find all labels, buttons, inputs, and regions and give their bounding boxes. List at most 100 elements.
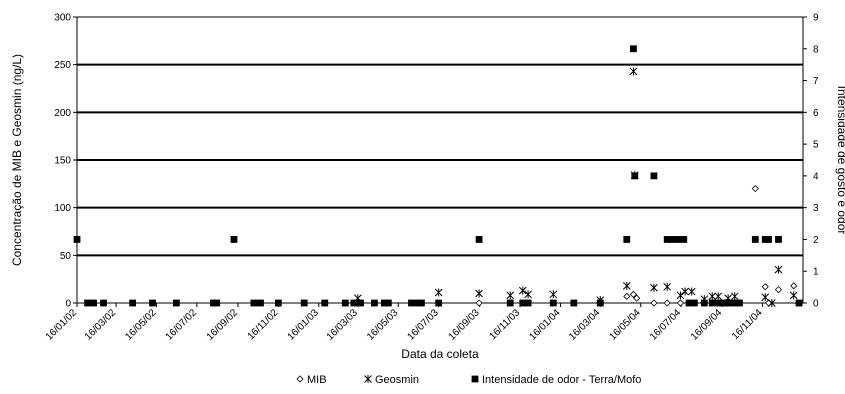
geosmin-point bbox=[663, 282, 672, 291]
odor-intensity-point bbox=[73, 236, 81, 243]
odor-intensity-point bbox=[630, 45, 637, 53]
odor-intensity-point bbox=[300, 299, 308, 307]
geosmin-point bbox=[714, 292, 723, 301]
odor-intensity-point bbox=[775, 236, 782, 243]
y-left-tick-label: 150 bbox=[54, 156, 71, 167]
odor-intensity-point bbox=[357, 299, 364, 307]
odor-intensity-point bbox=[524, 299, 532, 307]
mib-point bbox=[475, 299, 483, 307]
odor-intensity-point bbox=[751, 236, 759, 243]
odor-intensity-point bbox=[408, 299, 415, 307]
x-tick-label: 16/07/03 bbox=[405, 307, 441, 343]
y-right-tick-label: 8 bbox=[813, 44, 819, 55]
mib-point bbox=[761, 283, 769, 291]
geosmin-point bbox=[434, 288, 443, 297]
odor-intensity-point bbox=[100, 299, 107, 307]
x-tick-label: 16/09/02 bbox=[205, 307, 241, 343]
mib-point bbox=[633, 294, 641, 302]
x-tick-label: 16/07/02 bbox=[164, 307, 200, 343]
odor-intensity-point bbox=[90, 299, 97, 307]
odor-intensity-point bbox=[700, 299, 708, 307]
geosmin-point bbox=[761, 293, 770, 302]
odor-intensity-point bbox=[380, 299, 388, 307]
legend-marker bbox=[364, 375, 372, 383]
geosmin-point bbox=[708, 292, 717, 301]
geosmin-point bbox=[774, 265, 783, 274]
mib-point bbox=[676, 299, 685, 307]
odor-intensity-point bbox=[129, 299, 137, 307]
geosmin-point bbox=[687, 287, 696, 296]
odor-intensity-point bbox=[321, 299, 329, 307]
x-tick-label: 16/09/04 bbox=[689, 307, 725, 343]
x-tick-label: 16/11/03 bbox=[487, 307, 522, 342]
odor-intensity-point bbox=[257, 299, 264, 307]
odor-intensity-point bbox=[250, 299, 258, 307]
x-tick-label: 16/11/04 bbox=[730, 307, 765, 342]
mib-point bbox=[623, 292, 631, 300]
geosmin-point bbox=[622, 281, 631, 290]
odor-intensity-point bbox=[519, 299, 527, 307]
x-tick-label: 16/05/04 bbox=[608, 307, 644, 343]
legend-marker bbox=[296, 375, 304, 383]
geosmin-point bbox=[789, 291, 798, 300]
x-axis-title: Data da coleta bbox=[401, 347, 479, 361]
geosmin-point bbox=[676, 291, 685, 300]
odor-intensity-point bbox=[435, 299, 443, 307]
geosmin-point bbox=[524, 290, 532, 299]
y-right-tick-label: 0 bbox=[813, 299, 819, 310]
x-axis: 16/01/02 16/03/02 16/05/02 16/07/02 16/09/02… bbox=[44, 303, 765, 343]
geosmin-point bbox=[730, 292, 739, 301]
y-axis-left: 0 50 100 150 200 250 300 bbox=[54, 13, 77, 310]
geosmin-point bbox=[506, 291, 515, 300]
odor-intensity-point bbox=[663, 236, 671, 243]
y-axis-right: 0 1 2 3 4 5 6 7 8 9 bbox=[803, 13, 819, 310]
mib-point bbox=[774, 286, 783, 294]
odor-intensity-point bbox=[230, 236, 238, 243]
geosmin-point bbox=[629, 67, 638, 76]
odor-intensity-point bbox=[765, 236, 772, 243]
odor-intensity-point bbox=[418, 299, 425, 307]
odor-intensity-point bbox=[685, 299, 693, 307]
odor-intensity-point bbox=[668, 236, 676, 243]
odor-intensity-point bbox=[731, 299, 739, 307]
odor-intensity-point bbox=[708, 299, 716, 307]
y-right-tick-label: 6 bbox=[813, 108, 819, 119]
odor-intensity-point bbox=[795, 299, 803, 307]
odor-intensity-point bbox=[570, 299, 578, 307]
odor-intensity-point bbox=[475, 236, 483, 243]
odor-intensity-point bbox=[213, 299, 221, 307]
odor-intensity-point bbox=[714, 299, 722, 307]
geosmin-point bbox=[681, 287, 689, 296]
y-axis-left-title: Concentração de MIB e Geosmin (ng/L) bbox=[10, 54, 24, 266]
geosmin-point bbox=[650, 283, 658, 292]
odor-intensity-point bbox=[274, 299, 282, 307]
data-points bbox=[73, 45, 803, 307]
y-left-tick-label: 100 bbox=[54, 203, 71, 214]
odor-intensity-point bbox=[149, 299, 156, 307]
mib-point bbox=[629, 290, 637, 298]
legend-label: MIB bbox=[307, 374, 327, 386]
odor-intensity-point bbox=[172, 299, 180, 307]
x-tick-label: 16/03/03 bbox=[325, 307, 361, 343]
odor-intensity-point bbox=[84, 299, 91, 307]
odor-intensity-point bbox=[371, 299, 378, 307]
y-right-tick-label: 9 bbox=[813, 13, 819, 24]
odor-intensity-point bbox=[623, 236, 631, 243]
legend-label: Intensidade de odor - Terra/Mofo bbox=[482, 374, 641, 386]
y-axis-right-title: Intensidade de gosto e odor bbox=[835, 86, 845, 235]
x-tick-label: 16/03/04 bbox=[567, 307, 603, 343]
y-right-tick-label: 7 bbox=[813, 76, 819, 87]
y-right-tick-label: 2 bbox=[813, 235, 819, 246]
y-right-tick-label: 3 bbox=[813, 203, 819, 214]
odor-intensity-point bbox=[690, 299, 698, 307]
x-tick-label: 16/09/03 bbox=[447, 307, 483, 343]
odor-intensity-point bbox=[680, 236, 688, 243]
odor-intensity-point bbox=[384, 299, 392, 307]
legend-label: Geosmin bbox=[375, 374, 419, 386]
y-right-tick-label: 4 bbox=[813, 171, 819, 182]
geosmin-point bbox=[768, 299, 776, 307]
odor-intensity-point bbox=[596, 299, 604, 307]
legend: MIB Geosmin Intensidade de odor - Terra/Mo… bbox=[296, 374, 641, 386]
odor-intensity-point bbox=[631, 172, 639, 180]
